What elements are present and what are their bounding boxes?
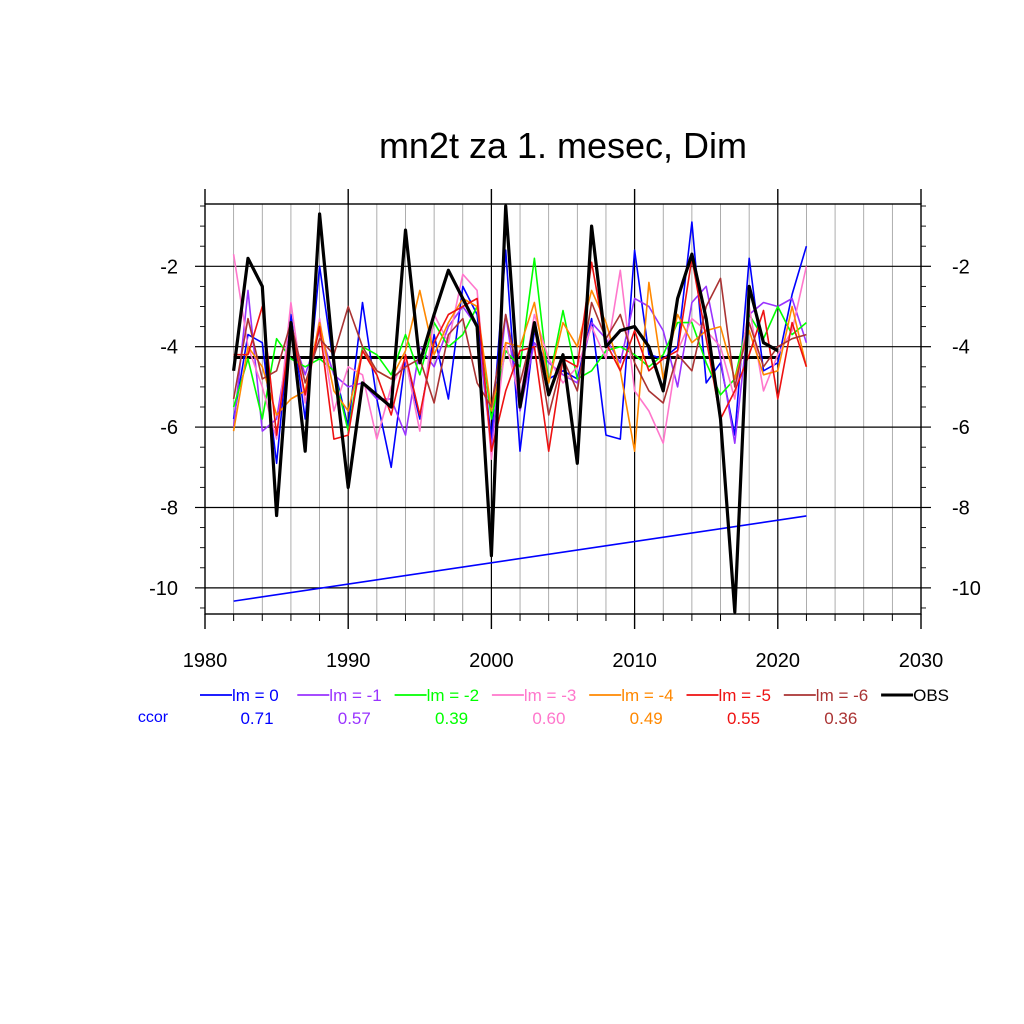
ccor-label: ccor — [138, 709, 169, 726]
legend-label: lm = -2 — [427, 686, 479, 705]
y-tick-label-right: -8 — [952, 497, 970, 519]
series-line-1 — [232, 285, 808, 448]
legend-ccor: 0.49 — [630, 709, 663, 728]
y-tick-label-left: -4 — [160, 337, 178, 359]
chart-title: mn2t za 1. mesec, Dim — [379, 125, 747, 166]
y-tick-label-left: -6 — [160, 417, 178, 439]
y-tick-label-left: -10 — [149, 578, 178, 600]
x-tick-label: 2010 — [612, 650, 657, 672]
series-line-0 — [232, 221, 808, 469]
series-line-5 — [233, 257, 808, 452]
reference-line — [233, 515, 807, 602]
y-tick-labels: -10 -10 -8 -8 -6 -6 -4 -4 -2 -2 — [149, 256, 981, 600]
x-tick-label: 2030 — [899, 650, 944, 672]
legend-label: OBS — [913, 686, 949, 705]
x-tick-label: 1990 — [326, 650, 371, 672]
legend-label: lm = 0 — [232, 686, 279, 705]
series-line-6 — [232, 277, 807, 416]
x-tick-label: 2000 — [469, 650, 514, 672]
plot-frame — [204, 203, 922, 615]
legend-ccor: 0.57 — [338, 709, 371, 728]
legend-ccor: 0.39 — [435, 709, 468, 728]
legend-ccor: 0.55 — [727, 709, 760, 728]
x-tick-label: 2020 — [756, 650, 801, 672]
y-tick-label-right: -2 — [952, 256, 970, 278]
y-tick-label-left: -2 — [160, 256, 178, 278]
legend-label: lm = -6 — [816, 686, 868, 705]
series-line-7 — [232, 204, 779, 614]
axis-ticks — [195, 189, 931, 629]
x-tick-labels: 1980 1990 2000 2010 2020 2030 — [183, 650, 944, 672]
y-tick-label-right: -4 — [952, 337, 970, 359]
x-tick-label: 1980 — [183, 650, 228, 672]
y-tick-label-right: -10 — [952, 578, 981, 600]
legend-label: lm = -4 — [621, 686, 673, 705]
legend-label: lm = -3 — [524, 686, 576, 705]
y-tick-label-left: -8 — [160, 497, 178, 519]
legend-label: lm = -5 — [719, 686, 771, 705]
legend-ccor: 0.36 — [824, 709, 857, 728]
legend: lm = 0 0.71 lm = -1 0.57 lm = -2 0.39 lm = -3 0… — [200, 686, 949, 728]
legend-ccor: 0.60 — [532, 709, 565, 728]
series-lines — [232, 204, 808, 614]
legend-label: lm = -1 — [329, 686, 381, 705]
y-tick-label-right: -6 — [952, 417, 970, 439]
legend-ccor: 0.71 — [240, 709, 273, 728]
series-line-4 — [232, 281, 808, 452]
